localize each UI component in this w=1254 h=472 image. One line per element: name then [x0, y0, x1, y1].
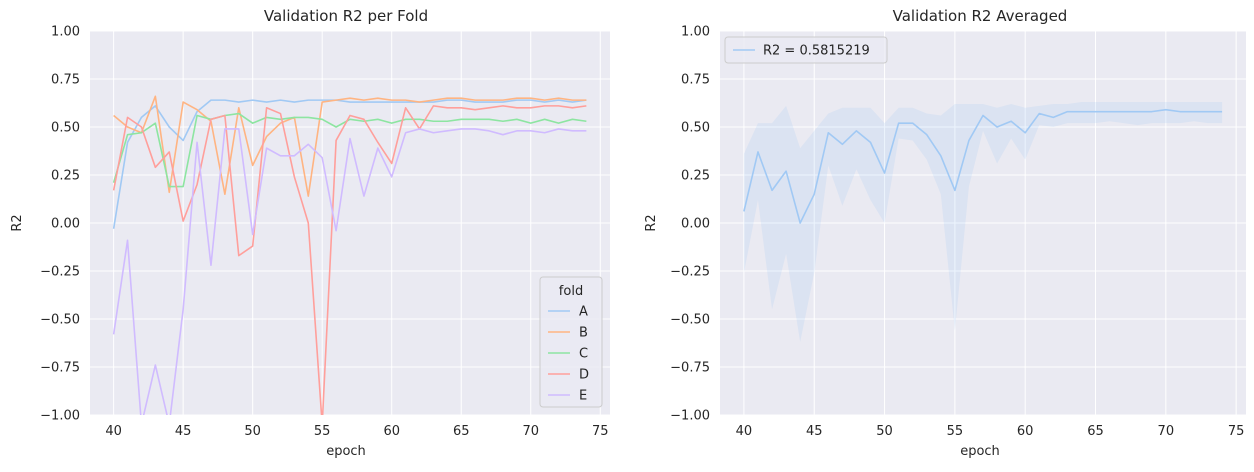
chart-title-averaged: Validation R2 Averaged	[893, 7, 1068, 25]
legend-entry: B	[579, 326, 588, 341]
y-axis-label-per-fold: R2	[10, 214, 25, 231]
legend-title: fold	[559, 284, 583, 299]
y-tick-label: −0.25	[670, 265, 710, 280]
x-axis-label-averaged: epoch	[960, 444, 1000, 459]
y-tick-label: 0.50	[51, 121, 80, 136]
y-tick-label: −1.00	[670, 409, 710, 424]
legend-entry: C	[579, 347, 588, 362]
legend-box	[724, 36, 888, 64]
x-tick-label: 55	[314, 424, 331, 439]
x-tick-label: 45	[175, 424, 192, 439]
panel-per-fold: 40 45 50 55 60 65 70 75 −1.00 −0.75 −0.50 −0.25 0.0…	[10, 7, 610, 459]
y-tick-label: −0.50	[40, 313, 80, 328]
chart-title-per-fold: Validation R2 per Fold	[264, 7, 428, 25]
legend-entry: D	[579, 368, 589, 383]
x-tick-label: 50	[244, 424, 261, 439]
x-tick-label: 65	[453, 424, 470, 439]
x-ticks-per-fold: 40 45 50 55 60 65 70 75	[105, 424, 608, 439]
y-tick-label: −1.00	[40, 409, 80, 424]
y-ticks-averaged: −1.00 −0.75 −0.50 −0.25 0.00 0.25 0.50 0.75 1.00	[670, 25, 710, 424]
legend-entry: R2 = 0.5815219	[763, 44, 870, 59]
grid-averaged	[720, 30, 1246, 416]
y-tick-label: 0.75	[681, 73, 710, 88]
series-line-a	[112, 99, 587, 229]
x-tick-label: 45	[806, 424, 823, 439]
x-tick-label: 50	[876, 424, 893, 439]
x-tick-label: 40	[105, 424, 122, 439]
legend-entry: A	[579, 305, 588, 320]
x-tick-label: 60	[383, 424, 400, 439]
lines-per-fold	[112, 95, 587, 415]
y-tick-label: 0.25	[51, 169, 80, 184]
y-tick-label: −0.75	[670, 361, 710, 376]
y-tick-label: 1.00	[681, 25, 710, 40]
y-tick-label: 0.75	[51, 73, 80, 88]
y-tick-label: 0.25	[681, 169, 710, 184]
legend-averaged: R2 = 0.5815219	[724, 36, 888, 64]
legend-entry: E	[579, 389, 587, 404]
y-axis-label-averaged: R2	[644, 214, 659, 231]
x-ticks-averaged: 40 45 50 55 60 65 70 75	[736, 424, 1245, 439]
x-axis-label-per-fold: epoch	[326, 444, 366, 459]
x-tick-label: 55	[947, 424, 964, 439]
y-ticks-per-fold: −1.00 −0.75 −0.50 −0.25 0.00 0.25 0.50 0.75 1.00	[40, 25, 80, 424]
y-tick-label: 0.50	[681, 121, 710, 136]
series-line-b	[113, 95, 587, 197]
confidence-band	[743, 102, 1223, 343]
x-tick-label: 40	[736, 424, 753, 439]
x-tick-label: 60	[1017, 424, 1034, 439]
x-tick-label: 70	[1158, 424, 1175, 439]
y-tick-label: 0.00	[681, 217, 710, 232]
series-line-mean	[743, 108, 1223, 224]
panel-averaged: 40 45 50 55 60 65 70 75 −1.00 −0.75 −0.50 −0.25 0.0…	[644, 7, 1246, 459]
y-tick-label: −0.25	[40, 265, 80, 280]
y-tick-label: 1.00	[51, 25, 80, 40]
series-line-e	[112, 128, 587, 415]
lines-averaged	[743, 108, 1223, 224]
x-tick-label: 75	[1228, 424, 1245, 439]
y-tick-label: −0.50	[670, 313, 710, 328]
y-tick-label: 0.00	[51, 217, 80, 232]
x-tick-label: 75	[592, 424, 609, 439]
series-line-c	[112, 112, 587, 188]
band-averaged	[743, 102, 1223, 343]
x-tick-label: 65	[1087, 424, 1104, 439]
x-tick-label: 70	[522, 424, 539, 439]
y-tick-label: −0.75	[40, 361, 80, 376]
grid-per-fold	[90, 30, 610, 416]
